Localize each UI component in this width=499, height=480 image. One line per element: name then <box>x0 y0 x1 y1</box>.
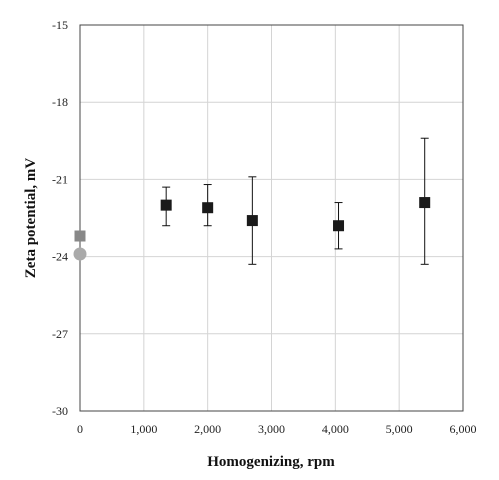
y-tick-label: -24 <box>52 250 68 264</box>
x-tick-label: 3,000 <box>258 422 285 436</box>
x-tick-label: 2,000 <box>194 422 221 436</box>
data-point-square <box>160 199 172 211</box>
x-tick-label: 5,000 <box>386 422 413 436</box>
y-tick-label: -18 <box>52 95 68 109</box>
y-tick-label: -21 <box>52 172 68 186</box>
data-point-square <box>74 230 86 242</box>
plot-frame <box>79 24 464 412</box>
y-tick-label: -30 <box>52 404 68 418</box>
y-tick-label: -27 <box>52 327 68 341</box>
x-tick-label: 1,000 <box>130 422 157 436</box>
x-tick-label: 6,000 <box>450 422 477 436</box>
x-axis-title: Homogenizing, rpm <box>207 454 335 470</box>
data-point-square <box>202 202 214 214</box>
y-axis-title: Zeta potential, mV <box>23 158 39 279</box>
x-tick-label: 4,000 <box>322 422 349 436</box>
data-point-circle <box>73 247 87 261</box>
grid-layer <box>79 24 464 412</box>
data-point-square <box>333 220 345 232</box>
y-tick-label: -15 <box>52 18 68 32</box>
data-points <box>73 137 431 265</box>
tick-labels: 0 1,000 2,000 3,000 4,000 5,000 6,000 -15 -18 -21… <box>52 18 477 436</box>
data-point-square <box>419 197 431 209</box>
x-tick-label: 0 <box>77 422 83 436</box>
data-point-square <box>246 215 258 227</box>
